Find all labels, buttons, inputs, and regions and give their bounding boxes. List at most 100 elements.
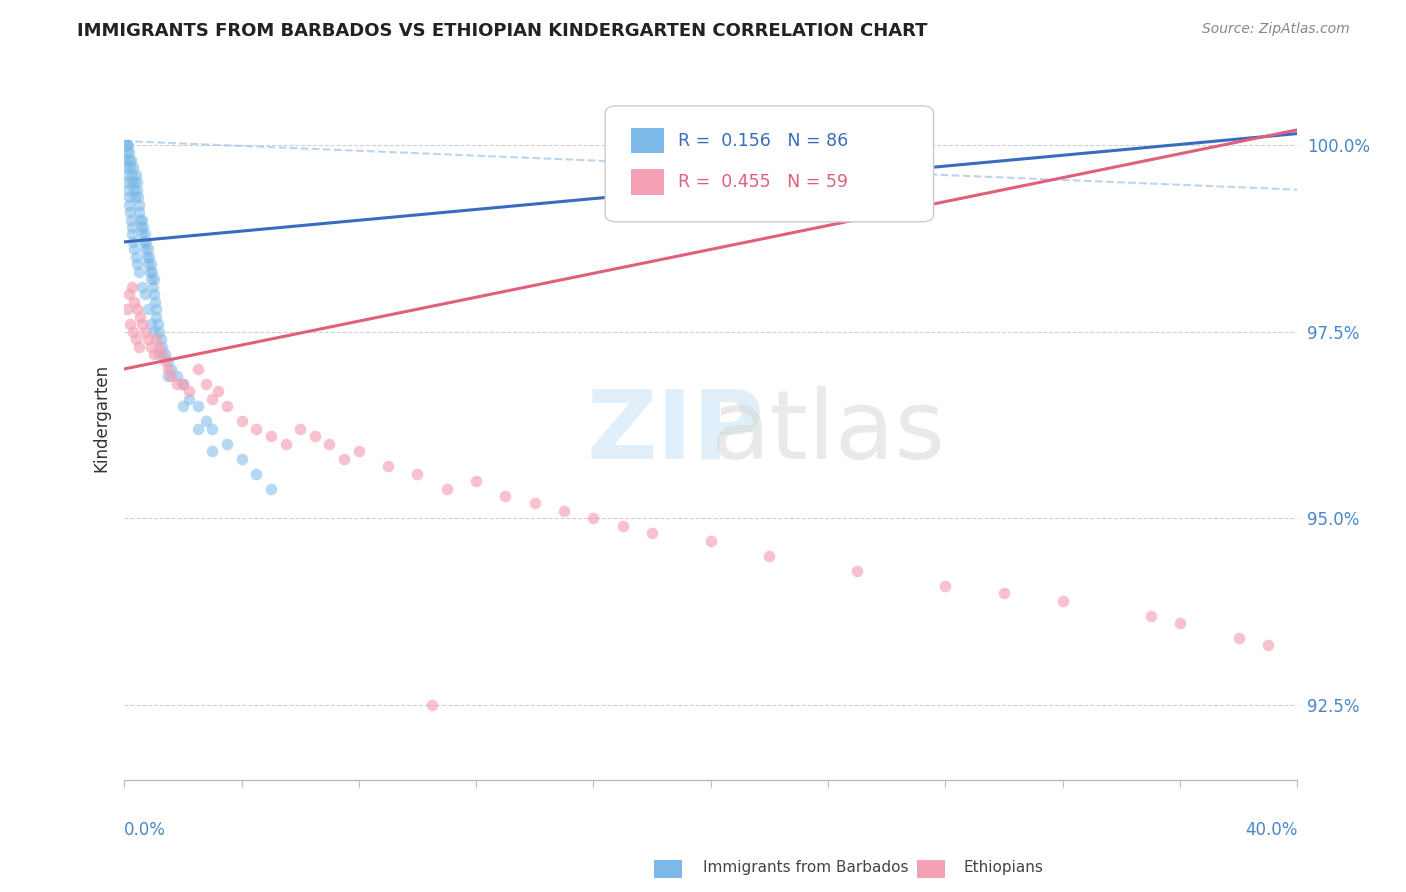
Point (186, 422, 208, 436)
Point (274, 436, 297, 450)
Point (157, 354, 180, 368)
Point (318, 436, 340, 450)
Point (612, 519, 634, 533)
Point (131, 212, 153, 227)
Point (127, 257, 149, 271)
Point (124, 294, 146, 309)
Point (145, 302, 167, 317)
Point (934, 579, 956, 593)
Point (121, 175, 143, 189)
Text: IMMIGRANTS FROM BARBADOS VS ETHIOPIAN KINDERGARTEN CORRELATION CHART: IMMIGRANTS FROM BARBADOS VS ETHIOPIAN KI… (77, 22, 928, 40)
Point (1139, 608, 1161, 623)
Point (122, 325, 145, 339)
Point (160, 369, 183, 384)
Point (117, 183, 139, 197)
Point (160, 362, 183, 376)
Point (347, 444, 370, 458)
Point (136, 302, 159, 317)
Text: 40.0%: 40.0% (1244, 821, 1298, 839)
Point (138, 250, 160, 264)
Point (195, 414, 218, 428)
Point (120, 160, 142, 174)
Point (131, 227, 153, 242)
Point (136, 257, 159, 271)
Point (128, 265, 150, 279)
Point (215, 436, 238, 450)
Point (177, 392, 200, 406)
Point (139, 340, 162, 354)
Point (201, 422, 224, 436)
Point (115, 145, 138, 160)
Point (186, 362, 208, 376)
Bar (631, 169, 664, 194)
Point (231, 451, 253, 466)
Point (129, 212, 152, 227)
Point (120, 212, 142, 227)
Point (118, 145, 141, 160)
Point (231, 414, 253, 428)
Text: 0.0%: 0.0% (124, 821, 166, 839)
Point (114, 137, 136, 152)
Point (406, 467, 429, 481)
Point (122, 160, 145, 174)
Point (993, 586, 1015, 600)
Point (166, 376, 188, 391)
Point (155, 354, 177, 368)
Point (148, 340, 170, 354)
Point (131, 317, 153, 331)
Point (172, 400, 194, 414)
Point (117, 137, 139, 152)
Point (641, 526, 664, 541)
Point (131, 279, 153, 293)
Point (139, 317, 162, 331)
Point (129, 219, 152, 234)
Point (128, 205, 150, 219)
Point (136, 250, 159, 264)
Point (148, 325, 170, 339)
Point (177, 384, 200, 399)
Point (1257, 639, 1279, 653)
Point (215, 400, 238, 414)
Point (1227, 631, 1250, 645)
Point (139, 265, 162, 279)
FancyBboxPatch shape (605, 106, 934, 222)
Point (172, 376, 194, 391)
Point (195, 376, 218, 391)
Point (114, 160, 136, 174)
Point (135, 235, 157, 249)
Point (121, 168, 143, 182)
Point (125, 168, 148, 182)
Point (134, 287, 156, 301)
Text: ZIP: ZIP (586, 385, 765, 478)
Point (121, 279, 143, 293)
Point (121, 219, 143, 234)
Point (553, 504, 575, 518)
Point (304, 429, 326, 443)
Point (699, 533, 721, 548)
Point (141, 272, 163, 286)
Text: atlas: atlas (710, 385, 946, 478)
Point (134, 235, 156, 249)
Point (150, 347, 173, 361)
Point (201, 392, 224, 406)
Point (117, 153, 139, 167)
Point (436, 482, 458, 496)
Point (758, 549, 780, 563)
Point (115, 168, 138, 182)
Text: R =  0.455   N = 59: R = 0.455 N = 59 (678, 173, 848, 191)
Bar (631, 128, 664, 153)
Point (155, 347, 177, 361)
Point (146, 317, 169, 331)
Point (142, 347, 165, 361)
Point (333, 451, 356, 466)
Point (523, 496, 546, 510)
Point (150, 340, 173, 354)
Point (245, 467, 267, 481)
Point (494, 489, 516, 503)
Point (115, 137, 138, 152)
Point (172, 376, 194, 391)
Point (141, 265, 163, 279)
Point (142, 272, 165, 286)
Point (128, 197, 150, 211)
Point (1052, 593, 1074, 607)
